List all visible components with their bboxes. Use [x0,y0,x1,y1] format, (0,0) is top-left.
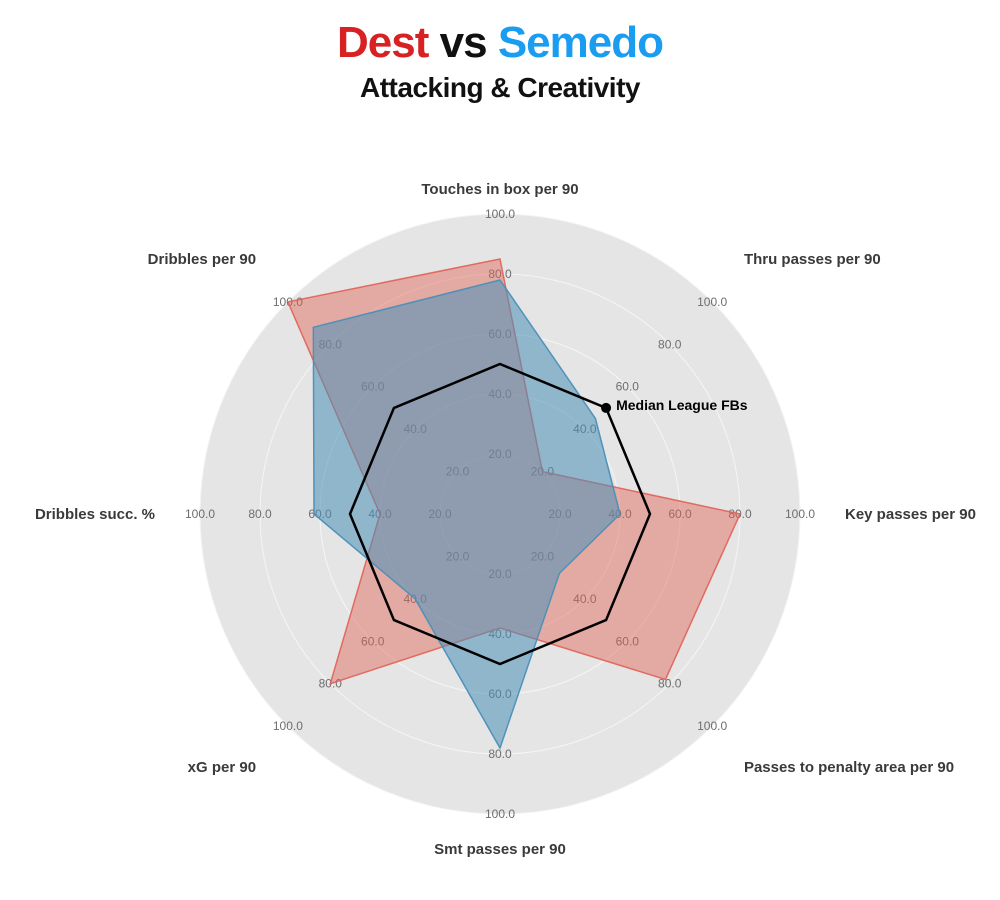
axis-label: Key passes per 90 [845,506,976,523]
axis-label: Dribbles per 90 [148,251,256,268]
axis-label: Smt passes per 90 [434,841,566,858]
ring-label: 100.0 [273,719,303,733]
title-player1: Dest [337,18,428,67]
title-block: Dest vs Semedo Attacking & Creativity [0,0,1000,104]
ring-label: 80.0 [248,507,272,521]
ring-label: 60.0 [616,380,640,394]
ring-label: 100.0 [485,807,515,821]
subtitle: Attacking & Creativity [0,72,1000,104]
ring-label: 100.0 [185,507,215,521]
median-marker [601,403,611,413]
radar-chart: 20.040.060.080.0100.020.040.060.080.0100… [0,104,1000,884]
axis-label: Thru passes per 90 [744,251,881,268]
title-vs: vs [440,18,487,67]
median-label: Median League FBs [616,397,748,413]
axis-label: Dribbles succ. % [35,506,155,523]
axis-label: Passes to penalty area per 90 [744,759,954,776]
ring-label: 100.0 [485,207,515,221]
axis-label: Touches in box per 90 [421,181,578,198]
main-title: Dest vs Semedo [0,18,1000,68]
title-player2: Semedo [498,18,663,67]
ring-label: 100.0 [697,295,727,309]
ring-label: 80.0 [658,337,682,351]
axis-label: xG per 90 [188,759,256,776]
radar-svg: 20.040.060.080.0100.020.040.060.080.0100… [0,104,1000,884]
ring-label: 100.0 [697,719,727,733]
ring-label: 100.0 [785,507,815,521]
